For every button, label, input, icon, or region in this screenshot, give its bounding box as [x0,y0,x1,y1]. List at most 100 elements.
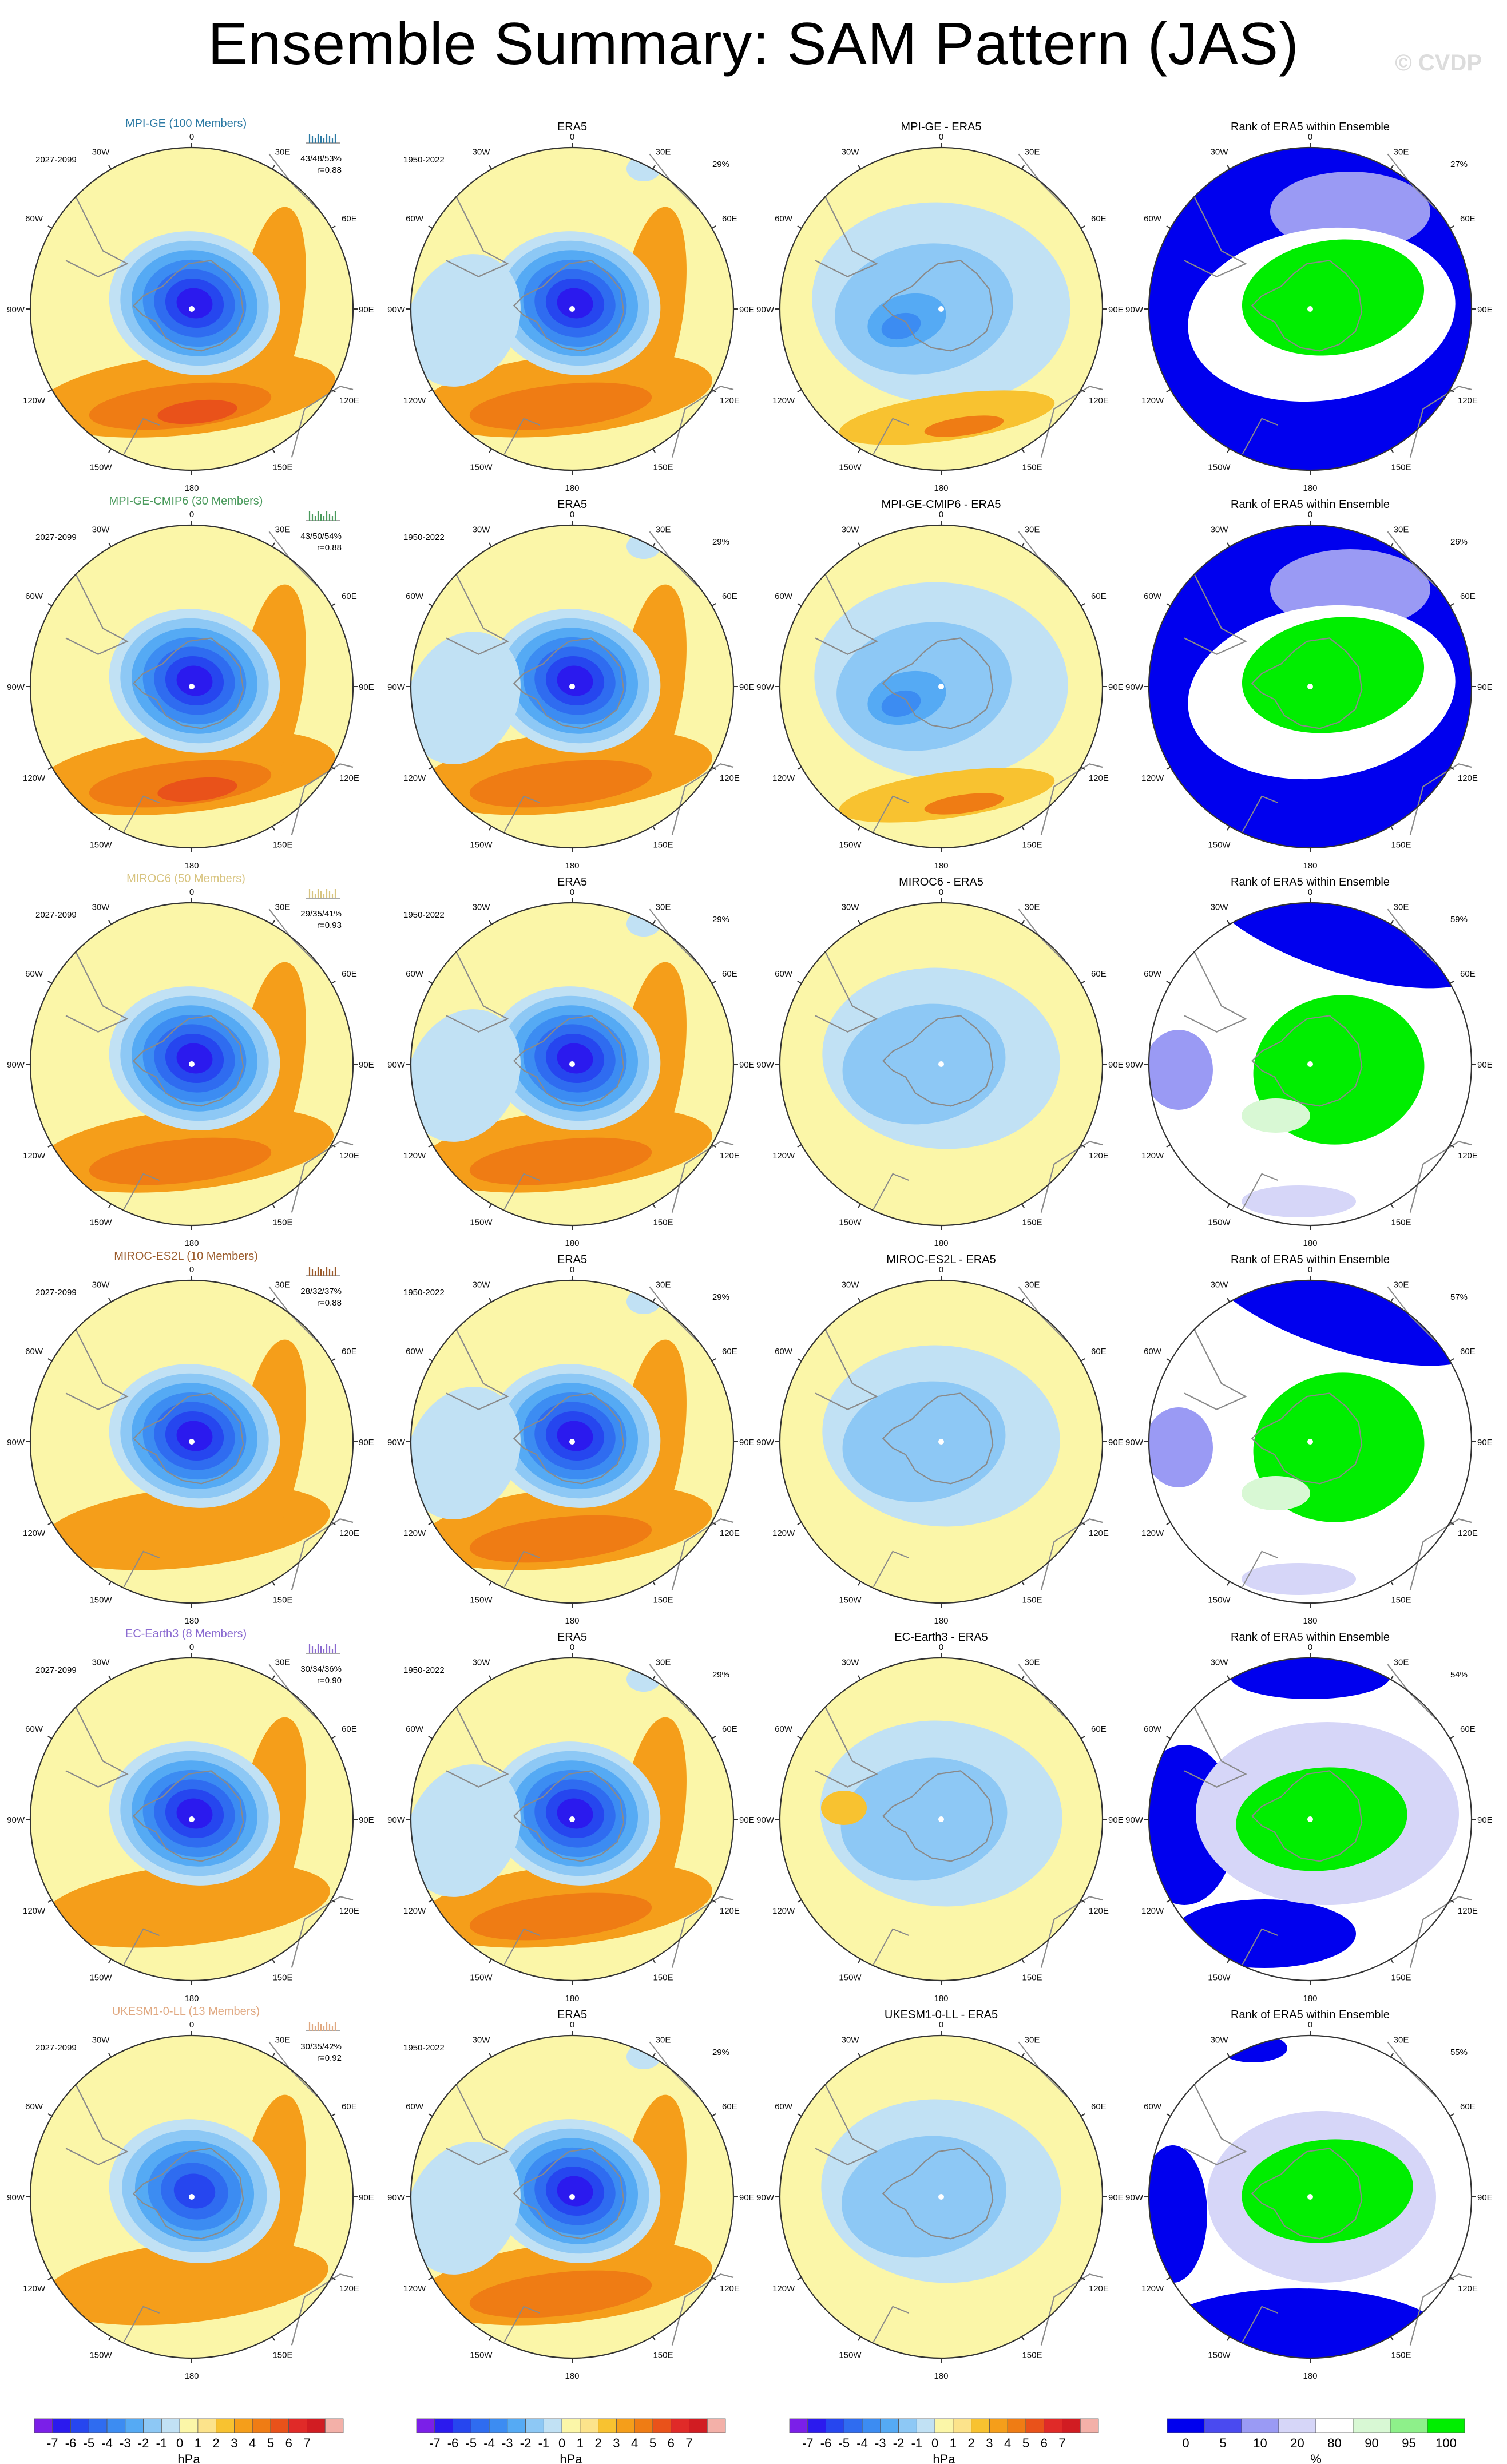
colorbar-swatch [52,2418,71,2433]
nz-coastline [873,1173,909,1210]
rank-pct-label: 26% [1450,537,1468,547]
lon-label-60w: 60W [25,969,43,979]
lon-label-120w: 120W [1141,773,1164,783]
lon-tick [489,826,492,831]
colorbar-swatch [453,2418,471,2433]
lon-label-120w: 120W [1141,1906,1164,1916]
lon-label-0: 0 [1308,887,1312,897]
rank-colorbar-swatch [1278,2418,1316,2433]
pole-marker [938,306,944,312]
lon-label-90w: 90W [7,2193,25,2203]
lon-label-90e: 90E [739,1438,755,1447]
antarctica-coastline [132,2148,244,2240]
lon-tick [47,1144,53,1148]
lon-label-30e: 30E [1394,903,1409,912]
lon-label-90e: 90E [1108,683,1124,692]
sam-field [411,525,733,848]
colorbar-tick-label: 3 [613,2436,620,2450]
pole-marker [189,1816,195,1822]
lon-label-30w: 30W [1211,148,1229,157]
lon-label-90w: 90W [1125,683,1144,692]
lon-tick [711,2277,716,2280]
lon-label-180: 180 [565,1239,579,1248]
diff-positive-band [839,768,1055,823]
lon-label-150w: 150W [839,462,862,472]
lon-label-150e: 150E [653,1595,673,1605]
lon-tick [47,1358,53,1362]
model-title: MPI-GE-CMIP6 (30 Members) [109,495,263,507]
colorbar-tick-label: -3 [120,2436,131,2450]
antarctica-coastline [882,637,994,729]
pole-marker [189,2194,195,2200]
lon-tick [331,225,336,229]
lon-label-90w: 90W [756,683,775,692]
rank-title: Rank of ERA5 within Ensemble [1231,1253,1390,1266]
lon-label-30e: 30E [1025,148,1040,157]
lon-tick [652,2053,656,2058]
lon-tick [1227,1203,1230,1208]
lon-label-30w: 30W [1211,525,1229,535]
lon-label-60w: 60W [775,214,793,224]
negative-cap-level-6 [176,1798,213,1829]
lon-label-90e: 90E [1108,2193,1124,2203]
lon-tick [428,1522,433,1525]
lon-label-120w: 120W [403,396,426,406]
rank-panel-1: Rank of ERA5 within Ensemble 26% 0 30E 60E 90… [1125,498,1493,871]
rank-high-core [1236,1767,1407,1871]
lon-label-150e: 150E [1022,1217,1042,1227]
australia-coastline [1409,1518,1472,1590]
obs-period-label: 1950-2022 [403,155,445,165]
lon-label-60e: 60E [1460,969,1476,979]
rank-low-north [1230,1658,1390,1699]
lon-label-150e: 150E [272,462,292,472]
lon-label-150w: 150W [839,2350,862,2360]
lon-tick [1080,2113,1085,2117]
lon-tick [489,542,492,547]
nz-coastline [1242,795,1278,832]
row-2: MIROC6 (50 Members) 2027-2099 29/35/41%r=0… [7,872,1493,1248]
lon-tick [272,920,275,925]
rank-colorbar-tick-label: 100 [1435,2436,1457,2450]
lon-label-0: 0 [570,1265,574,1275]
australia-coastline [1409,763,1472,835]
lon-label-180: 180 [184,483,199,493]
negative-cap-level-6 [557,1421,593,1451]
colorbar-swatch [161,2418,180,2433]
lon-tick [428,225,433,229]
obs-period-label: 1950-2022 [403,1288,445,1298]
antarctica-coastline [513,1392,625,1485]
lon-tick [108,826,112,831]
colorbar-swatch [34,2418,53,2433]
lon-label-30w: 30W [1211,1280,1229,1290]
colorbar-tick-label: -6 [65,2436,77,2450]
lon-label-180: 180 [184,1616,199,1626]
colorbar-tick-label: 1 [195,2436,201,2450]
lon-label-30w: 30W [842,525,860,535]
colorbar-tick-label: -6 [447,2436,459,2450]
lon-tick [272,448,275,453]
lon-label-0: 0 [1308,1265,1312,1275]
lon-tick [47,981,53,984]
cvdp-watermark: © CVDP [1395,50,1482,76]
lon-label-180: 180 [1303,483,1317,493]
difference-title: MPI-GE - ERA5 [901,121,981,133]
south-america-coastline [446,1706,509,1788]
lon-label-150e: 150E [1022,840,1042,850]
lon-label-0: 0 [570,510,574,519]
lon-label-60e: 60E [342,214,357,224]
lon-tick [858,1958,861,1963]
lon-label-90e: 90E [1108,1815,1124,1825]
lon-tick [272,1958,275,1963]
lon-label-120w: 120W [772,773,795,783]
colorbar-swatch [843,2418,863,2433]
lon-tick [711,389,716,392]
lon-label-150e: 150E [272,2350,292,2360]
lon-label-120w: 120W [23,1151,46,1161]
lon-tick [47,2113,53,2117]
lon-tick [1080,1144,1085,1148]
obs-period-label: 1950-2022 [403,910,445,920]
pattern-correlation-label: r=0.92 [317,2053,342,2063]
lon-label-30w: 30W [473,1280,491,1290]
south-america-coastline [65,1706,129,1788]
